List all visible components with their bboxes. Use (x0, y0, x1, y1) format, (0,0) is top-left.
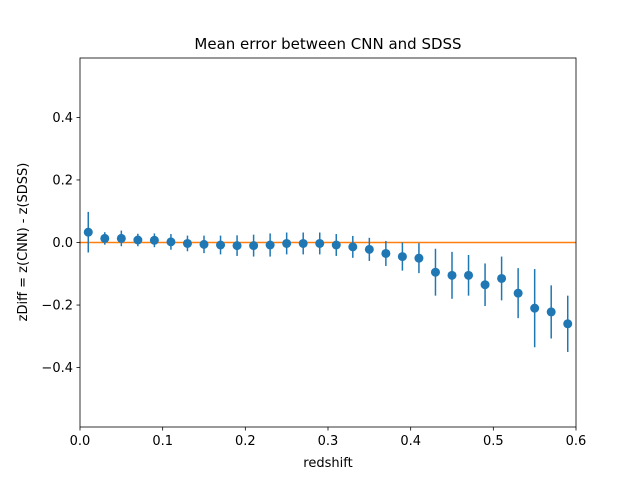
data-point (397, 252, 407, 262)
data-point (298, 238, 308, 248)
y-tick-label: −0.4 (41, 361, 73, 376)
data-point (381, 248, 391, 258)
data-point (364, 244, 374, 254)
data-point (447, 270, 457, 280)
data-point (100, 233, 110, 243)
data-point (199, 239, 209, 249)
x-tick-label: 0.5 (483, 434, 504, 449)
y-tick-label: 0.0 (52, 236, 73, 251)
data-point (331, 240, 341, 250)
x-tick-label: 0.0 (70, 434, 91, 449)
data-point (232, 241, 242, 251)
data-point (530, 303, 540, 313)
y-tick-label: 0.4 (52, 111, 73, 126)
chart-title: Mean error between CNN and SDSS (194, 35, 461, 53)
data-point (480, 280, 490, 290)
data-point (563, 319, 573, 329)
data-point (513, 288, 523, 298)
x-axis-label: redshift (303, 456, 352, 471)
data-point (348, 242, 358, 252)
data-point (216, 240, 226, 250)
data-point (265, 240, 275, 250)
data-point (133, 235, 143, 245)
data-point (464, 270, 474, 280)
x-tick-label: 0.3 (318, 434, 339, 449)
data-point (116, 233, 126, 243)
data-point (149, 235, 159, 245)
data-point (166, 237, 176, 247)
data-point (249, 241, 259, 251)
data-point (83, 227, 93, 237)
plot-area: 0.0 0.1 0.2 0.3 0.4 0.5 0.6 −0.4 −0.2 0.0 0.2 0.4 (41, 57, 587, 449)
x-tick-label: 0.6 (566, 434, 587, 449)
data-point (430, 267, 440, 277)
data-point (546, 307, 556, 317)
x-tick-label: 0.2 (235, 434, 256, 449)
x-tick-label: 0.1 (152, 434, 173, 449)
y-tick-label: 0.2 (52, 173, 73, 188)
data-point (497, 273, 507, 283)
data-point (414, 253, 424, 263)
data-point (182, 238, 192, 248)
data-point (282, 238, 292, 248)
y-tick-label: −0.2 (41, 299, 73, 314)
y-axis-label: zDiff = z(CNN) - z(SDSS) (16, 163, 31, 322)
x-tick-label: 0.4 (400, 434, 421, 449)
data-point (315, 238, 325, 248)
